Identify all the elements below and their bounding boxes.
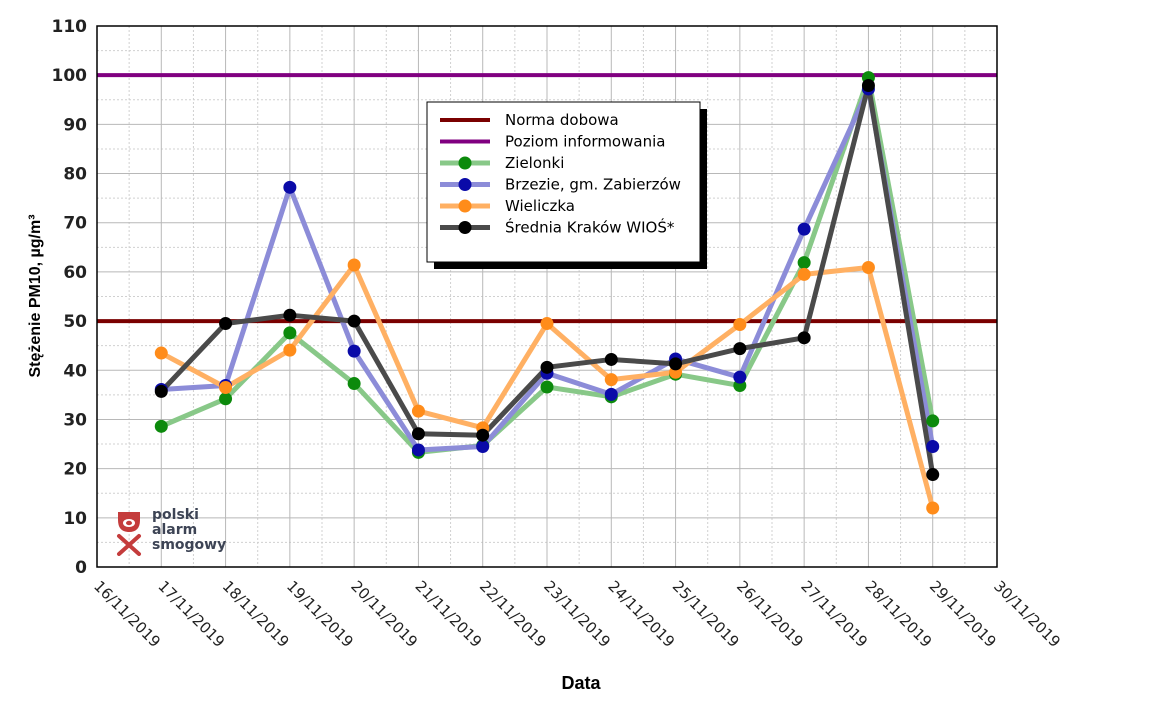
plot-frame	[96, 25, 998, 568]
data-point	[604, 373, 618, 387]
data-point	[797, 222, 811, 236]
data-point	[797, 267, 811, 281]
x-tick-label: 21/11/2019	[412, 577, 486, 651]
data-point	[219, 317, 233, 331]
data-point	[797, 256, 811, 270]
data-point	[861, 260, 875, 274]
legend-label: Wieliczka	[505, 197, 575, 215]
logo-text-line1: polski	[152, 507, 199, 523]
legend-swatch-marker	[458, 178, 472, 191]
y-tick-label: 100	[52, 66, 88, 86]
data-point	[347, 258, 361, 272]
y-tick-label: 110	[52, 17, 88, 37]
y-tick-label: 80	[63, 165, 87, 185]
data-point	[411, 427, 425, 441]
y-axis-title: Stężenie PM10, µg/m³	[27, 214, 44, 377]
data-point	[669, 357, 683, 371]
x-tick-label: 24/11/2019	[604, 577, 678, 651]
x-tick-label: 22/11/2019	[476, 577, 550, 651]
x-tick-label: 23/11/2019	[540, 577, 614, 651]
data-point	[926, 414, 940, 428]
data-point	[733, 342, 747, 356]
data-point	[540, 317, 554, 331]
x-tick-label: 19/11/2019	[283, 577, 357, 651]
legend-label: Brzezie, gm. Zabierzów	[505, 176, 681, 194]
data-point	[861, 79, 875, 93]
legend-swatch-marker	[458, 156, 472, 170]
data-point	[476, 428, 490, 442]
polski-alarm-smogowy-logo: polski alarm smogowy	[114, 508, 226, 556]
alarm-logo-icon	[117, 512, 141, 556]
logo-text-line3: smogowy	[152, 537, 227, 553]
data-point	[540, 360, 554, 374]
data-point	[797, 331, 811, 345]
x-tick-label: 26/11/2019	[733, 577, 807, 651]
x-tick-label: 30/11/2019	[990, 577, 1064, 651]
x-tick-label: 29/11/2019	[926, 577, 1000, 651]
data-point	[733, 370, 747, 384]
data-point	[476, 440, 490, 454]
x-tick-label: 20/11/2019	[347, 577, 421, 651]
y-tick-label: 30	[63, 410, 87, 430]
y-tick-label: 70	[63, 214, 87, 234]
data-point	[411, 443, 425, 457]
data-point	[604, 352, 618, 366]
data-point	[411, 404, 425, 418]
y-tick-label: 60	[63, 263, 87, 283]
data-point	[283, 308, 297, 322]
data-point	[604, 387, 618, 401]
y-tick-label: 10	[63, 509, 87, 529]
data-point	[219, 380, 233, 394]
y-tick-label: 0	[75, 558, 87, 578]
data-point	[926, 440, 940, 454]
x-tick-label: 28/11/2019	[862, 577, 936, 651]
data-point	[219, 392, 233, 406]
x-tick-label: 18/11/2019	[219, 577, 293, 651]
x-tick-label: 25/11/2019	[669, 577, 743, 651]
data-point	[347, 314, 361, 328]
data-point	[347, 377, 361, 391]
legend-swatch-marker	[458, 199, 472, 213]
x-axis-title: Data	[561, 673, 601, 693]
data-point	[926, 501, 940, 515]
y-tick-label: 90	[63, 115, 87, 135]
data-point	[154, 384, 168, 398]
data-point	[540, 380, 554, 394]
y-tick-label: 40	[63, 361, 87, 381]
data-point	[347, 344, 361, 358]
data-point	[283, 180, 297, 194]
logo-text-line2: alarm	[152, 522, 198, 538]
legend-label: Norma dobowa	[505, 111, 619, 129]
data-point	[926, 468, 940, 482]
legend-label: Średnia Kraków WIOŚ*	[505, 218, 675, 237]
data-point	[283, 326, 297, 340]
data-point	[733, 318, 747, 332]
data-point	[154, 346, 168, 360]
legend-label: Zielonki	[505, 154, 564, 172]
data-point	[154, 419, 168, 433]
x-tick-label: 27/11/2019	[797, 577, 871, 651]
x-tick-label: 16/11/2019	[90, 577, 164, 651]
y-tick-label: 50	[63, 312, 87, 332]
legend-label: Poziom informowania	[505, 133, 665, 151]
y-tick-label: 20	[63, 460, 87, 480]
legend-swatch-marker	[458, 221, 472, 234]
data-point	[283, 343, 297, 357]
x-tick-label: 17/11/2019	[154, 577, 228, 651]
